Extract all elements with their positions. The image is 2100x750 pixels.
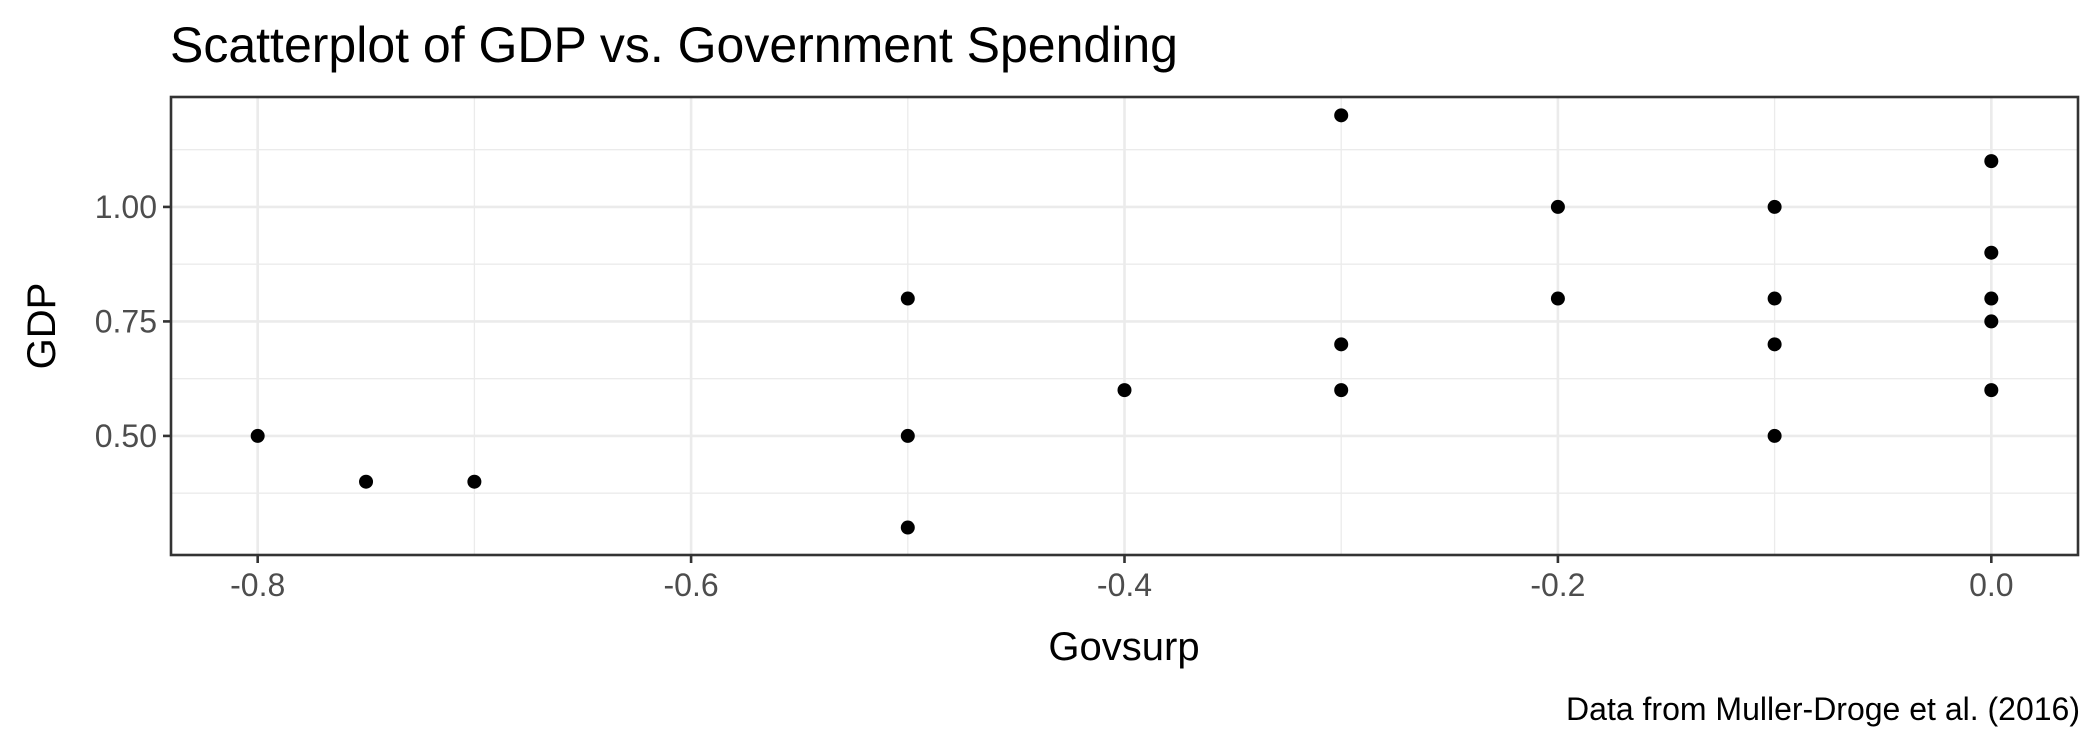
- data-point: [1334, 337, 1349, 352]
- data-point: [1767, 199, 1782, 214]
- points: [250, 108, 1999, 535]
- data-point: [359, 474, 374, 489]
- data-point: [1767, 428, 1782, 443]
- data-point: [1550, 199, 1565, 214]
- y-axis: 0.50 0.75 1.00: [95, 189, 171, 454]
- y-tick-label: 0.50: [95, 418, 157, 454]
- data-point: [1984, 245, 1999, 260]
- y-tick-label: 1.00: [95, 189, 157, 225]
- data-point: [1117, 383, 1132, 398]
- data-point: [1984, 291, 1999, 306]
- x-tick-label: -0.6: [664, 567, 719, 603]
- chart-title: Scatterplot of GDP vs. Government Spendi…: [170, 17, 1178, 73]
- data-point: [1984, 154, 1999, 169]
- x-tick-label: -0.2: [1530, 567, 1585, 603]
- data-point: [1984, 383, 1999, 398]
- x-axis: -0.8 -0.6 -0.4 -0.2 0.0: [230, 555, 2014, 603]
- data-point: [900, 291, 915, 306]
- data-point: [1767, 337, 1782, 352]
- data-point: [1334, 108, 1349, 123]
- x-tick-label: 0.0: [1969, 567, 2013, 603]
- x-tick-label: -0.8: [230, 567, 285, 603]
- y-axis-title: GDP: [20, 283, 64, 370]
- caption: Data from Muller-Droge et al. (2016): [1566, 691, 2080, 727]
- x-axis-title: Govsurp: [1048, 625, 1199, 669]
- data-point: [250, 428, 265, 443]
- data-point: [1767, 291, 1782, 306]
- data-point: [900, 428, 915, 443]
- data-point: [1550, 291, 1565, 306]
- x-tick-label: -0.4: [1097, 567, 1152, 603]
- data-point: [1984, 314, 1999, 329]
- y-tick-label: 0.75: [95, 303, 157, 339]
- grid: [171, 97, 2078, 555]
- data-point: [467, 474, 482, 489]
- data-point: [900, 520, 915, 535]
- data-point: [1334, 383, 1349, 398]
